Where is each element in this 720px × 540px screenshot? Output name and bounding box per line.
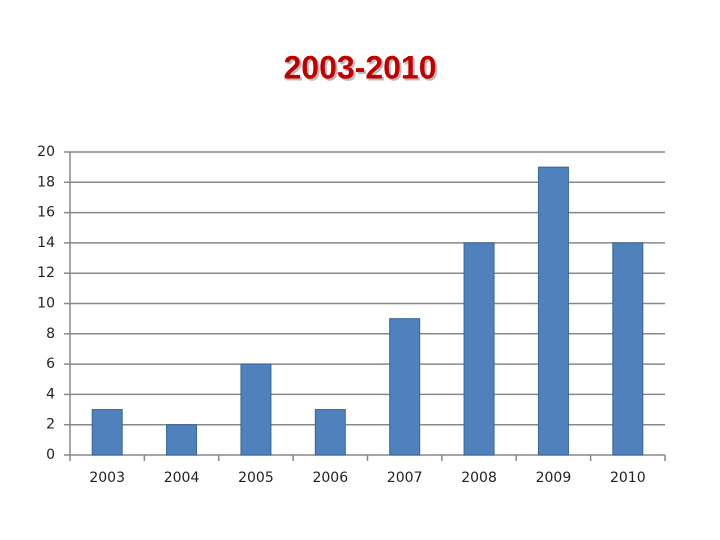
chart-title-shadow: 2003-2010 — [285, 51, 438, 87]
y-tick-label: 14 — [37, 235, 55, 251]
bar — [463, 242, 495, 456]
x-tick-label: 2003 — [89, 470, 125, 486]
y-tick-label: 16 — [37, 205, 55, 221]
bar — [166, 424, 198, 456]
x-tick-label: 2009 — [536, 470, 572, 486]
y-tick-label: 0 — [46, 447, 55, 463]
y-tick-label: 18 — [37, 174, 55, 190]
x-tick-label: 2004 — [164, 470, 200, 486]
x-tick-label: 2007 — [387, 470, 423, 486]
x-tick-label: 2010 — [610, 470, 646, 486]
y-tick-label: 4 — [46, 386, 55, 402]
bar — [314, 409, 346, 456]
bar — [240, 363, 272, 456]
y-tick-label: 8 — [46, 326, 55, 342]
bar — [389, 318, 421, 456]
y-tick-label: 12 — [37, 265, 55, 281]
bar — [612, 242, 644, 456]
x-tick-label: 2006 — [312, 470, 348, 486]
x-tick-label: 2008 — [461, 470, 497, 486]
bar — [537, 166, 569, 456]
y-tick-label: 2 — [46, 417, 55, 433]
y-tick-label: 6 — [46, 356, 55, 372]
y-tick-label: 20 — [37, 144, 55, 160]
x-tick-label: 2005 — [238, 470, 274, 486]
bar — [91, 409, 123, 456]
chart-title: 2003-2010 — [283, 49, 436, 85]
y-tick-label: 10 — [37, 296, 55, 312]
